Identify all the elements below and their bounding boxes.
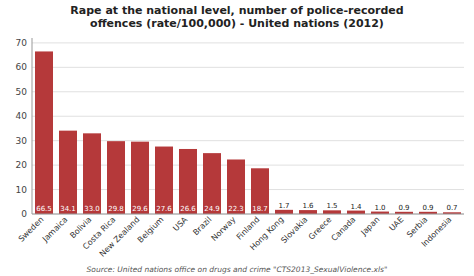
y-tick-label: 70: [16, 38, 28, 48]
data-label: 0.7: [446, 204, 457, 212]
data-label: 26.6: [180, 205, 196, 213]
bar: [107, 141, 125, 214]
x-tick-label: UAE: [387, 215, 405, 233]
x-tick-label: Slovakia: [279, 215, 309, 245]
title: Rape at the national level, number of po…: [70, 4, 403, 30]
y-tick-label: 10: [16, 185, 28, 195]
bar: [179, 149, 197, 214]
data-label: 27.6: [156, 205, 172, 213]
y-tick-label: 0: [21, 209, 27, 219]
bar: [203, 153, 221, 214]
grid-line: [32, 91, 464, 92]
grid: [32, 43, 464, 214]
data-label: 1.7: [278, 202, 289, 210]
grid-line: [32, 214, 464, 215]
bar: [155, 147, 173, 214]
x-tick-label: Belgium: [136, 215, 166, 245]
data-label: 34.1: [60, 205, 76, 213]
y-tick-label: 50: [16, 87, 28, 97]
x-tick-label: Canada: [330, 215, 358, 243]
chart-svg: Rape at the national level, number of po…: [0, 0, 474, 276]
x-tick-label: Jamaica: [40, 215, 69, 244]
x-axis-line: [32, 214, 464, 215]
x-tick-label: Hong Kong: [248, 215, 285, 252]
data-label: 1.5: [326, 202, 337, 210]
bar: [35, 51, 53, 214]
bar: [227, 159, 245, 214]
source-note: Source: United nations office on drugs a…: [87, 265, 388, 274]
data-label: 66.5: [36, 205, 52, 213]
data-label: 18.7: [252, 205, 268, 213]
bar: [323, 210, 341, 214]
y-tick-label: 30: [16, 136, 28, 146]
y-tick-label: 20: [16, 160, 28, 170]
data-label: 1.0: [374, 204, 385, 212]
grid-line: [32, 42, 464, 43]
y-tick-label: 40: [16, 111, 28, 121]
x-tick-label: Indonesia: [420, 215, 454, 249]
bar: [275, 210, 293, 214]
x-tick-label: New Zealand: [98, 215, 142, 259]
bar: [59, 131, 77, 214]
bars: [35, 51, 461, 214]
x-tick-label: Japan: [359, 215, 382, 238]
bar: [83, 133, 101, 214]
chart-container: Rape at the national level, number of po…: [0, 0, 474, 276]
x-tick-label: Sweden: [17, 215, 46, 244]
x-tick-label: Brazil: [191, 215, 213, 237]
x-tick-label: Norway: [210, 215, 238, 243]
bar: [131, 142, 149, 214]
bar: [347, 211, 365, 214]
data-label: 1.4: [350, 203, 362, 211]
data-label: 29.8: [108, 205, 124, 213]
grid-line: [32, 116, 464, 117]
title-line: offences (rate/100,000) - United nations…: [90, 17, 384, 30]
title-line: Rape at the national level, number of po…: [70, 4, 403, 17]
data-label: 22.3: [228, 205, 244, 213]
data-label: 0.9: [398, 204, 409, 212]
y-tick-label: 60: [16, 62, 28, 72]
data-label: 33.0: [84, 205, 100, 213]
data-label: 1.6: [302, 202, 314, 210]
bar: [251, 168, 269, 214]
y-axis-line: [32, 38, 33, 214]
data-label: 0.9: [422, 204, 433, 212]
grid-line: [32, 67, 464, 68]
x-tick-label: USA: [171, 215, 189, 233]
data-label: 24.9: [204, 205, 220, 213]
data-label: 29.6: [132, 205, 148, 213]
bar: [299, 210, 317, 214]
